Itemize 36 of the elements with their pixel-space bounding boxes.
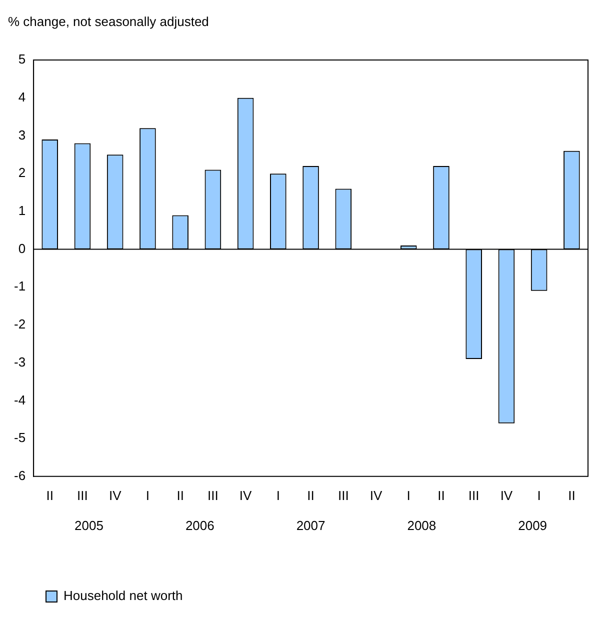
x-tick-label: II [568,488,576,503]
x-tick-label: IV [239,488,252,503]
y-axis-title: % change, not seasonally adjusted [8,14,209,29]
y-tick-label: 0 [18,240,26,256]
y-tick-label: 3 [18,127,26,142]
x-tick-label: II [438,488,445,503]
y-tick-label: -2 [14,316,26,332]
x-tick-label: II [46,488,54,503]
text: 2005 [74,518,104,533]
legend-label: Household net worth [64,588,183,604]
x-tick-label: IV [500,488,513,503]
x-tick-label: III [468,488,480,503]
text: 2009 [518,518,548,533]
text: 2008 [407,518,436,533]
x-tick-label: I [276,488,280,503]
y-tick-label: -4 [14,392,26,408]
y-tick-label: -1 [14,278,26,294]
x-tick-label: I [537,488,541,503]
x-tick-label: II [307,488,314,503]
x-tick-label: IV [108,488,122,503]
y-tick-label: 2 [18,165,26,180]
x-tick-label: I [146,488,150,503]
x-tick-label: II [176,488,184,503]
x-tick-label: III [338,488,349,503]
x-tick-label: IV [370,488,382,503]
text: 2006 [185,518,214,533]
text: 2007 [296,518,326,533]
x-tick-label: III [208,488,218,503]
x-tick-label: I [406,488,410,503]
y-tick-label: 1 [18,202,26,218]
x-tick-label: III [77,488,88,503]
y-tick-label: -5 [14,430,26,446]
y-tick-label: -3 [14,354,26,370]
y-tick-label: -6 [14,468,26,483]
y-tick-label: 4 [18,89,26,104]
y-tick-label: 5 [18,52,26,67]
